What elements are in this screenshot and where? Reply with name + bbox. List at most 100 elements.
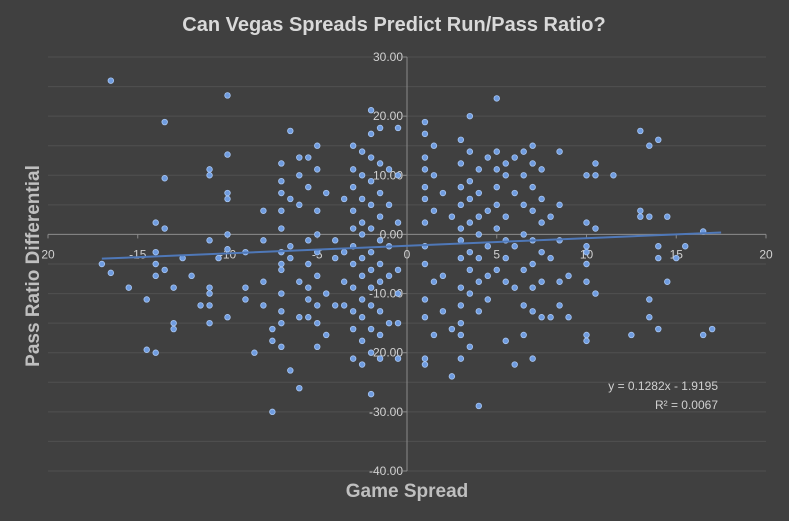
data-point xyxy=(358,272,366,280)
trendline-equation: y = 0.1282x - 1.9195 xyxy=(608,379,718,393)
data-point xyxy=(538,248,545,256)
data-point xyxy=(529,260,536,268)
data-point xyxy=(161,175,168,182)
data-point xyxy=(314,231,321,238)
data-point xyxy=(314,302,321,309)
data-point xyxy=(664,213,671,220)
data-point xyxy=(323,331,330,339)
data-point xyxy=(475,308,482,315)
x-tick-label: 20 xyxy=(41,247,55,261)
data-point xyxy=(278,225,285,232)
data-point xyxy=(206,302,213,309)
y-axis-title: Pass Ratio Differential xyxy=(23,165,44,367)
data-point xyxy=(502,278,509,285)
data-point xyxy=(287,243,294,250)
data-point xyxy=(502,172,509,179)
data-point xyxy=(296,172,303,179)
y-tick-label: -40.00 xyxy=(369,464,403,478)
data-point xyxy=(305,154,312,161)
data-point xyxy=(511,284,518,291)
data-point xyxy=(511,189,518,197)
data-point xyxy=(484,207,491,214)
data-point xyxy=(466,343,474,350)
y-tick-label: 30.00 xyxy=(373,50,403,64)
data-point xyxy=(529,183,536,191)
data-point xyxy=(466,177,474,185)
data-point xyxy=(358,361,366,368)
data-point xyxy=(529,207,536,214)
data-point xyxy=(314,142,321,149)
x-tick-label: 15 xyxy=(670,247,684,261)
data-point xyxy=(430,142,438,149)
data-point xyxy=(457,355,465,362)
data-point xyxy=(592,225,599,232)
data-point xyxy=(305,260,312,268)
data-point xyxy=(332,302,339,309)
data-point xyxy=(296,201,303,209)
data-point xyxy=(646,296,653,303)
data-point xyxy=(475,278,482,285)
data-point xyxy=(430,331,438,339)
data-point xyxy=(520,331,527,339)
y-tick-label: -10.00 xyxy=(369,287,403,301)
data-point xyxy=(367,390,375,398)
x-tick-label: -10 xyxy=(219,247,237,261)
data-point xyxy=(430,207,438,214)
data-point xyxy=(484,243,491,250)
data-point xyxy=(421,118,429,126)
data-point xyxy=(520,172,527,179)
data-point xyxy=(565,272,572,280)
data-point xyxy=(305,183,312,191)
data-point xyxy=(457,254,465,262)
data-point xyxy=(511,154,518,161)
data-point xyxy=(349,207,357,214)
data-point xyxy=(367,248,375,256)
data-point xyxy=(655,254,662,262)
data-point xyxy=(143,296,150,303)
data-point xyxy=(699,331,707,339)
data-point xyxy=(421,314,429,321)
data-point xyxy=(358,195,366,203)
data-point xyxy=(376,308,384,315)
data-point xyxy=(520,231,527,238)
data-point xyxy=(421,130,429,138)
data-point xyxy=(556,302,563,309)
data-point xyxy=(376,213,384,220)
data-point xyxy=(394,172,402,179)
data-point xyxy=(394,355,402,362)
data-points xyxy=(98,77,716,416)
data-point xyxy=(367,266,375,274)
data-point xyxy=(376,331,384,339)
data-point xyxy=(475,189,482,197)
data-point xyxy=(305,237,312,244)
data-point xyxy=(269,337,276,345)
data-point xyxy=(197,302,204,309)
data-point xyxy=(439,189,447,197)
data-point xyxy=(278,343,285,350)
data-point xyxy=(260,237,267,244)
data-point xyxy=(107,77,115,84)
data-point xyxy=(547,213,554,220)
data-point xyxy=(493,148,500,155)
data-point xyxy=(278,177,285,185)
data-point xyxy=(161,118,168,126)
data-point xyxy=(349,142,357,149)
data-point xyxy=(152,272,159,280)
data-point xyxy=(394,266,402,274)
chart-title: Can Vegas Spreads Predict Run/Pass Ratio… xyxy=(182,14,605,36)
data-point xyxy=(269,408,276,416)
data-point xyxy=(646,213,653,220)
data-point xyxy=(646,142,653,149)
data-point xyxy=(457,160,465,167)
data-point xyxy=(538,219,545,226)
x-tick-label: 0 xyxy=(404,247,411,261)
data-point xyxy=(206,172,213,179)
data-point xyxy=(278,266,285,274)
data-point xyxy=(349,284,357,291)
data-point xyxy=(340,248,348,256)
data-point xyxy=(565,314,572,321)
data-point xyxy=(367,130,375,138)
data-point xyxy=(278,290,285,297)
y-tick-label: 10.00 xyxy=(373,168,403,182)
data-point xyxy=(439,272,447,280)
